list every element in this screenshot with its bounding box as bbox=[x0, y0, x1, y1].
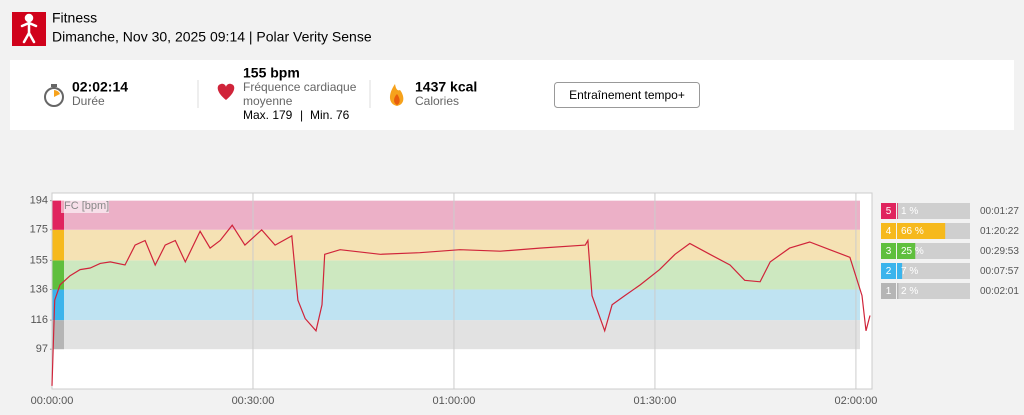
zone-number-box bbox=[881, 223, 896, 239]
zone-time: 00:29:53 bbox=[980, 246, 1019, 257]
hr-line bbox=[51, 224, 871, 386]
zone-band bbox=[52, 200, 860, 230]
summary-panel bbox=[10, 60, 1014, 130]
separator: | bbox=[300, 108, 303, 122]
y-tick-label: 116 bbox=[30, 314, 48, 326]
x-tick-label: 01:30:00 bbox=[634, 395, 677, 407]
zone-band bbox=[52, 320, 860, 350]
button-label[interactable]: Entraînement tempo+ bbox=[569, 88, 685, 102]
axis-label-bg bbox=[61, 199, 109, 213]
zone-bar-bg bbox=[897, 263, 970, 279]
sport-figure bbox=[20, 13, 38, 44]
zone-number: 5 bbox=[886, 206, 892, 217]
zone-band bbox=[52, 260, 860, 290]
zone-percent: 25 % bbox=[901, 246, 924, 257]
y-tick-label: 155 bbox=[30, 254, 48, 266]
zone-bar-bg bbox=[897, 283, 970, 299]
zone-percent: 2 % bbox=[901, 286, 918, 297]
x-tick-label: 00:00:00 bbox=[31, 395, 74, 407]
zone-bar bbox=[897, 203, 898, 219]
heart-icon bbox=[217, 83, 235, 100]
zone-bar bbox=[897, 243, 916, 259]
zone-band bbox=[52, 289, 860, 321]
y-tick-label: 175 bbox=[30, 224, 48, 236]
training-button[interactable]: Entraînement tempo+ bbox=[554, 82, 700, 108]
y-tick-label: 97 bbox=[36, 343, 48, 355]
calories-label: Calories bbox=[415, 94, 459, 108]
heart-rate-label: Fréquence cardiaque moyenne bbox=[243, 80, 357, 108]
y-tick-label: 194 bbox=[30, 195, 48, 207]
x-tick-label: 02:00:00 bbox=[835, 395, 878, 407]
calories-value: 1437 kcal bbox=[415, 79, 477, 95]
heart-rate-min: Min. 76 bbox=[310, 108, 350, 122]
zone-percent: 1 % bbox=[901, 206, 918, 217]
zone-strip bbox=[52, 289, 64, 321]
zone-time: 00:07:57 bbox=[980, 266, 1019, 277]
zone-number: 2 bbox=[886, 266, 892, 277]
zone-bar bbox=[897, 223, 946, 239]
zone-number-box bbox=[881, 263, 896, 279]
zone-percent: 66 % bbox=[901, 226, 924, 237]
zone-number: 3 bbox=[886, 246, 892, 257]
session-subtitle: Dimanche, Nov 30, 2025 09:14 | Polar Ver… bbox=[52, 29, 372, 45]
stopwatch-icon bbox=[44, 84, 64, 107]
zone-bar bbox=[897, 263, 903, 279]
zone-number: 1 bbox=[886, 286, 892, 297]
zone-number: 4 bbox=[886, 226, 892, 237]
x-tick-label: 01:00:00 bbox=[433, 395, 476, 407]
sport-name: Fitness bbox=[52, 10, 97, 26]
zone-band bbox=[52, 229, 860, 261]
zone-time: 00:02:01 bbox=[980, 286, 1019, 297]
y-axis-label: FC [bpm] bbox=[64, 200, 109, 212]
zone-percent: 7 % bbox=[901, 266, 918, 277]
zone-time: 01:20:22 bbox=[980, 226, 1019, 237]
zone-strip bbox=[52, 229, 64, 261]
heart-rate-label-box: Fréquence cardiaque moyenne bbox=[243, 80, 357, 108]
zone-number-box bbox=[881, 243, 896, 259]
heart-rate-value: 155 bpm bbox=[243, 65, 300, 81]
button-frame[interactable] bbox=[554, 82, 700, 108]
x-tick-label: 00:30:00 bbox=[232, 395, 275, 407]
duration-value: 02:02:14 bbox=[72, 79, 128, 95]
zone-bar-bg bbox=[897, 203, 970, 219]
duration-label: Durée bbox=[72, 94, 105, 108]
zone-strip bbox=[52, 260, 64, 290]
hr-chart: 97 116 136 155 175 194 00:00:00 00:30:00 01:00:0… bbox=[30, 192, 1019, 407]
y-tick-label: 136 bbox=[30, 283, 48, 295]
zone-number-box bbox=[881, 283, 896, 299]
zone-strip bbox=[52, 320, 64, 350]
zone-number-box bbox=[881, 203, 896, 219]
heart-rate-max: Max. 179 bbox=[243, 108, 293, 122]
flame-inner bbox=[394, 94, 400, 105]
zone-bar bbox=[897, 283, 899, 299]
zone-time: 00:01:27 bbox=[980, 206, 1019, 217]
